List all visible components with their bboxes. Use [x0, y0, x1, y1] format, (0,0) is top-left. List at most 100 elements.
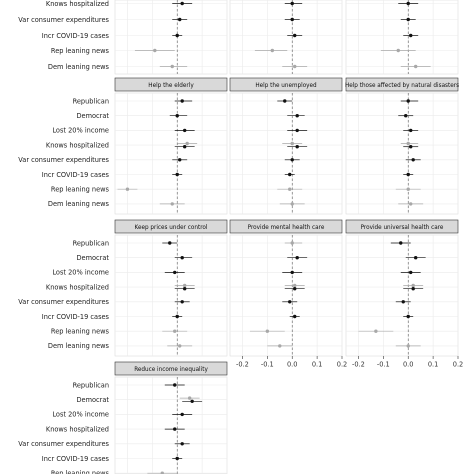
- coefficient-point: [160, 471, 164, 474]
- y-axis-label: Var consumer expenditures: [18, 440, 109, 448]
- panel-background: [114, 234, 228, 357]
- y-axis-label: Var consumer expenditures: [18, 156, 109, 164]
- y-axis-label: Rep leaning news: [51, 328, 110, 336]
- coefficient-point: [295, 114, 299, 118]
- coefficient-point: [406, 314, 410, 319]
- coefficient-point: [180, 99, 184, 103]
- coefficient-point: [409, 128, 413, 133]
- facet-title: Provide mental health care: [248, 225, 325, 231]
- facet-strip: [229, 77, 343, 92]
- x-tick-label: 0.1: [428, 361, 439, 369]
- panel-background: [229, 234, 343, 357]
- coefficient-point: [182, 283, 187, 288]
- panel-background: [345, 234, 459, 357]
- coefficient-point: [182, 145, 187, 149]
- coefficient-point: [290, 241, 294, 245]
- coefficient-point: [187, 396, 192, 400]
- panel-background: [229, 0, 343, 75]
- panel-background: [345, 0, 459, 75]
- coefficient-point: [409, 145, 413, 149]
- x-tick-label: 0.2: [453, 361, 464, 369]
- coefficient-point: [170, 202, 174, 206]
- panel-background: [114, 376, 228, 474]
- y-axis-label: Knows hospitalized: [46, 425, 109, 433]
- coefficient-point: [406, 344, 410, 348]
- y-axis-label: Lost 20% income: [52, 411, 109, 419]
- panel-background: [114, 92, 228, 215]
- coefficient-point: [290, 141, 294, 146]
- text-layer: Knows hospitalized Var consumer expenditu…: [18, 0, 463, 474]
- y-axis-label: Republican: [73, 97, 109, 105]
- y-axis-label: Democrat: [76, 254, 109, 262]
- y-axis-label: Knows hospitalized: [46, 0, 109, 8]
- coefficient-point: [293, 64, 297, 69]
- x-tick-label: 0.2: [337, 361, 348, 369]
- coefficient-point: [374, 329, 378, 333]
- x-tick-label: -0.1: [261, 361, 274, 369]
- coefficient-point: [290, 158, 294, 162]
- coefficient-point: [173, 427, 177, 431]
- coefficient-point: [406, 187, 410, 191]
- y-axis-label: Incr COVID-19 cases: [42, 171, 110, 179]
- coefficient-point: [290, 270, 294, 275]
- x-tick-label: -0.2: [352, 361, 365, 369]
- facet-title: Help the elderly: [148, 83, 194, 89]
- coefficient-point: [180, 1, 184, 6]
- coefficient-point: [411, 158, 415, 162]
- y-axis-label: Rep leaning news: [51, 47, 110, 55]
- facet-strip: [114, 77, 228, 92]
- coefficient-point: [293, 283, 297, 288]
- y-axis-label: Rep leaning news: [51, 470, 110, 474]
- y-axis-label: Republican: [73, 239, 109, 247]
- coefficient-point: [396, 48, 400, 53]
- x-tick-label: 0.0: [287, 361, 298, 369]
- y-axis-label: Incr COVID-19 cases: [42, 313, 110, 321]
- coefficient-point: [125, 187, 130, 191]
- facet-title: Keep prices under control: [135, 225, 208, 231]
- y-axis-label: Republican: [73, 381, 109, 389]
- y-axis-label: Dem leaning news: [48, 63, 110, 71]
- coefficient-point: [293, 314, 297, 319]
- coefficient-point: [406, 172, 410, 177]
- coefficient-point: [288, 300, 292, 304]
- panel-background: [114, 0, 228, 75]
- coefficient-point: [180, 256, 184, 260]
- coefficient-point: [180, 412, 184, 417]
- coefficient-point: [173, 270, 177, 275]
- coefficient-point: [295, 145, 299, 149]
- coefficient-point: [411, 283, 415, 288]
- y-axis-label: Var consumer expenditures: [18, 16, 109, 24]
- coefficient-point: [404, 114, 408, 118]
- coefficient-point: [413, 64, 418, 69]
- coefficient-point: [270, 48, 275, 53]
- coefficient-point: [265, 329, 270, 333]
- coefficient-point: [175, 456, 179, 461]
- coefficient-point: [173, 383, 177, 387]
- coefficient-point: [180, 442, 184, 446]
- coefficient-point: [182, 128, 187, 133]
- coefficient-point: [406, 1, 410, 6]
- x-tick-label: 0.0: [403, 361, 414, 369]
- coefficient-point: [401, 300, 405, 304]
- y-axis-label: Rep leaning news: [51, 186, 110, 194]
- coefficient-point: [293, 287, 297, 291]
- coefficient-point: [178, 17, 182, 22]
- y-axis-label: Lost 20% income: [52, 127, 109, 135]
- y-axis-label: Incr COVID-19 cases: [42, 32, 110, 40]
- coefficient-point: [168, 241, 172, 245]
- facet-strip: [345, 77, 459, 92]
- coefficient-point: [409, 202, 413, 206]
- y-axis-label: Incr COVID-19 cases: [42, 455, 110, 463]
- coefficient-point: [182, 287, 187, 291]
- facet-title: Help the unemployed: [255, 83, 317, 89]
- coefficient-point: [409, 270, 413, 275]
- facet-title: Help those affected by natural disasters: [345, 83, 459, 89]
- y-axis-label: Democrat: [76, 396, 109, 404]
- x-tick-label: -0.2: [236, 361, 249, 369]
- coefficient-point: [295, 128, 299, 133]
- y-axis-label: Dem leaning news: [48, 342, 110, 350]
- coefficient-point: [180, 300, 184, 304]
- x-tick-label: 0.1: [312, 361, 323, 369]
- y-axis-label: Democrat: [76, 112, 109, 120]
